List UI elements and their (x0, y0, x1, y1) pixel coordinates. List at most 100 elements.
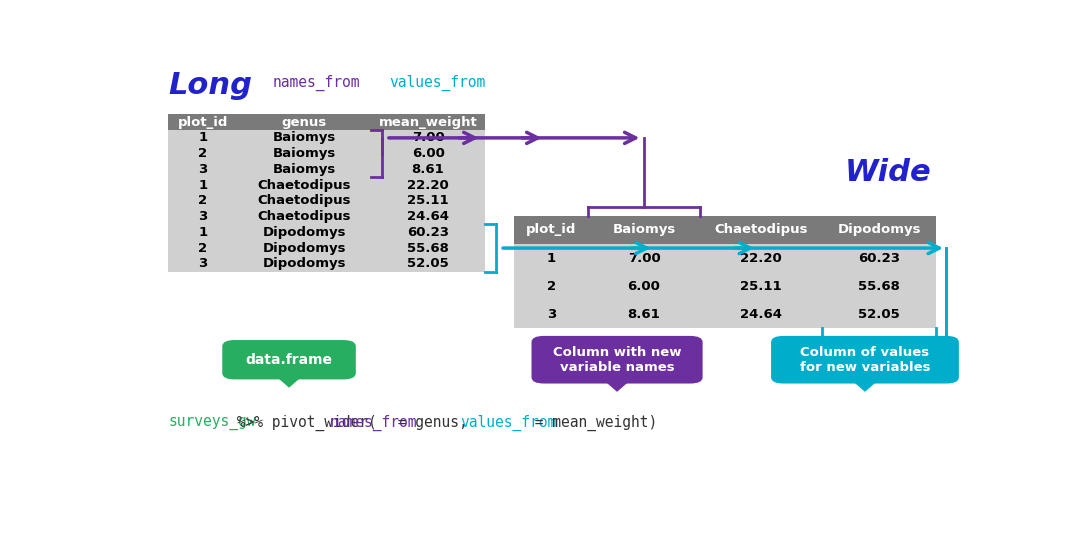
Text: Dipodomys: Dipodomys (263, 257, 346, 270)
Text: = mean_weight): = mean_weight) (526, 415, 657, 431)
FancyBboxPatch shape (370, 130, 486, 146)
Text: 24.64: 24.64 (407, 210, 449, 223)
FancyBboxPatch shape (238, 146, 370, 161)
Text: Column with new
variable names: Column with new variable names (553, 346, 682, 374)
Text: 1: 1 (547, 252, 556, 265)
Text: 60.23: 60.23 (407, 226, 449, 239)
FancyBboxPatch shape (700, 216, 822, 244)
Text: 52.05: 52.05 (858, 308, 900, 321)
Text: Baiomys: Baiomys (272, 147, 336, 160)
Text: Baiomys: Baiomys (613, 223, 675, 236)
Text: 22.20: 22.20 (407, 179, 449, 192)
FancyBboxPatch shape (168, 240, 238, 256)
Text: Chaetodipus: Chaetodipus (714, 223, 808, 236)
Text: plot_id: plot_id (178, 116, 228, 129)
Text: 2: 2 (198, 242, 208, 254)
Text: mean_weight: mean_weight (379, 116, 477, 129)
Text: genus: genus (282, 116, 327, 129)
Text: Wide: Wide (845, 158, 932, 187)
FancyBboxPatch shape (588, 272, 700, 300)
FancyBboxPatch shape (822, 244, 936, 272)
Text: names_from: names_from (330, 415, 417, 431)
Text: 24.64: 24.64 (740, 308, 782, 321)
FancyBboxPatch shape (370, 146, 486, 161)
FancyBboxPatch shape (370, 193, 486, 209)
FancyBboxPatch shape (822, 300, 936, 328)
Text: names_from: names_from (272, 75, 360, 91)
Text: Chaetodipus: Chaetodipus (257, 210, 351, 223)
FancyBboxPatch shape (238, 161, 370, 177)
FancyBboxPatch shape (588, 244, 700, 272)
FancyBboxPatch shape (238, 209, 370, 224)
Text: 52.05: 52.05 (407, 257, 449, 270)
Text: 6.00: 6.00 (628, 280, 660, 293)
FancyBboxPatch shape (700, 300, 822, 328)
Polygon shape (600, 377, 633, 392)
Text: Chaetodipus: Chaetodipus (257, 179, 351, 192)
Text: 1: 1 (198, 131, 208, 144)
Text: 3: 3 (198, 210, 208, 223)
Text: values_from: values_from (461, 415, 557, 431)
Text: 6.00: 6.00 (411, 147, 445, 160)
Text: 25.11: 25.11 (407, 194, 449, 207)
FancyBboxPatch shape (168, 161, 238, 177)
FancyBboxPatch shape (168, 224, 238, 240)
FancyBboxPatch shape (370, 240, 486, 256)
FancyBboxPatch shape (238, 240, 370, 256)
FancyBboxPatch shape (168, 209, 238, 224)
Text: 8.61: 8.61 (411, 163, 445, 176)
FancyBboxPatch shape (238, 114, 370, 130)
Text: surveys_gw: surveys_gw (168, 415, 255, 430)
FancyBboxPatch shape (771, 336, 959, 384)
FancyBboxPatch shape (168, 146, 238, 161)
FancyBboxPatch shape (238, 256, 370, 272)
FancyBboxPatch shape (370, 114, 486, 130)
Polygon shape (272, 373, 306, 388)
Text: 55.68: 55.68 (858, 280, 900, 293)
FancyBboxPatch shape (222, 340, 355, 379)
Text: 2: 2 (198, 147, 208, 160)
Text: Dipodomys: Dipodomys (837, 223, 921, 236)
Text: 3: 3 (198, 257, 208, 270)
Text: 60.23: 60.23 (858, 252, 900, 265)
FancyBboxPatch shape (370, 224, 486, 240)
Text: 7.00: 7.00 (628, 252, 660, 265)
Text: Dipodomys: Dipodomys (263, 242, 346, 254)
FancyBboxPatch shape (238, 224, 370, 240)
FancyBboxPatch shape (168, 114, 238, 130)
Text: Baiomys: Baiomys (272, 131, 336, 144)
Text: 8.61: 8.61 (628, 308, 660, 321)
Text: 22.20: 22.20 (740, 252, 782, 265)
Text: %>% pivot_wider(: %>% pivot_wider( (227, 415, 377, 431)
FancyBboxPatch shape (515, 272, 588, 300)
FancyBboxPatch shape (515, 300, 588, 328)
FancyBboxPatch shape (588, 216, 700, 244)
Polygon shape (849, 377, 882, 392)
Text: 7.00: 7.00 (411, 131, 445, 144)
Text: 3: 3 (198, 163, 208, 176)
FancyBboxPatch shape (515, 244, 588, 272)
Text: 3: 3 (547, 308, 556, 321)
FancyBboxPatch shape (370, 161, 486, 177)
FancyBboxPatch shape (700, 244, 822, 272)
Text: 2: 2 (198, 194, 208, 207)
Text: 55.68: 55.68 (407, 242, 449, 254)
Text: Long: Long (168, 71, 252, 100)
FancyBboxPatch shape (822, 216, 936, 244)
Text: 1: 1 (198, 179, 208, 192)
Text: 2: 2 (547, 280, 556, 293)
FancyBboxPatch shape (168, 130, 238, 146)
FancyBboxPatch shape (238, 177, 370, 193)
Text: 25.11: 25.11 (740, 280, 782, 293)
Text: plot_id: plot_id (526, 223, 576, 236)
FancyBboxPatch shape (168, 256, 238, 272)
FancyBboxPatch shape (370, 177, 486, 193)
Text: Column of values
for new variables: Column of values for new variables (800, 346, 931, 374)
Text: Dipodomys: Dipodomys (263, 226, 346, 239)
FancyBboxPatch shape (532, 336, 702, 384)
FancyBboxPatch shape (588, 300, 700, 328)
FancyBboxPatch shape (370, 209, 486, 224)
Text: Baiomys: Baiomys (272, 163, 336, 176)
FancyBboxPatch shape (238, 130, 370, 146)
FancyBboxPatch shape (238, 193, 370, 209)
